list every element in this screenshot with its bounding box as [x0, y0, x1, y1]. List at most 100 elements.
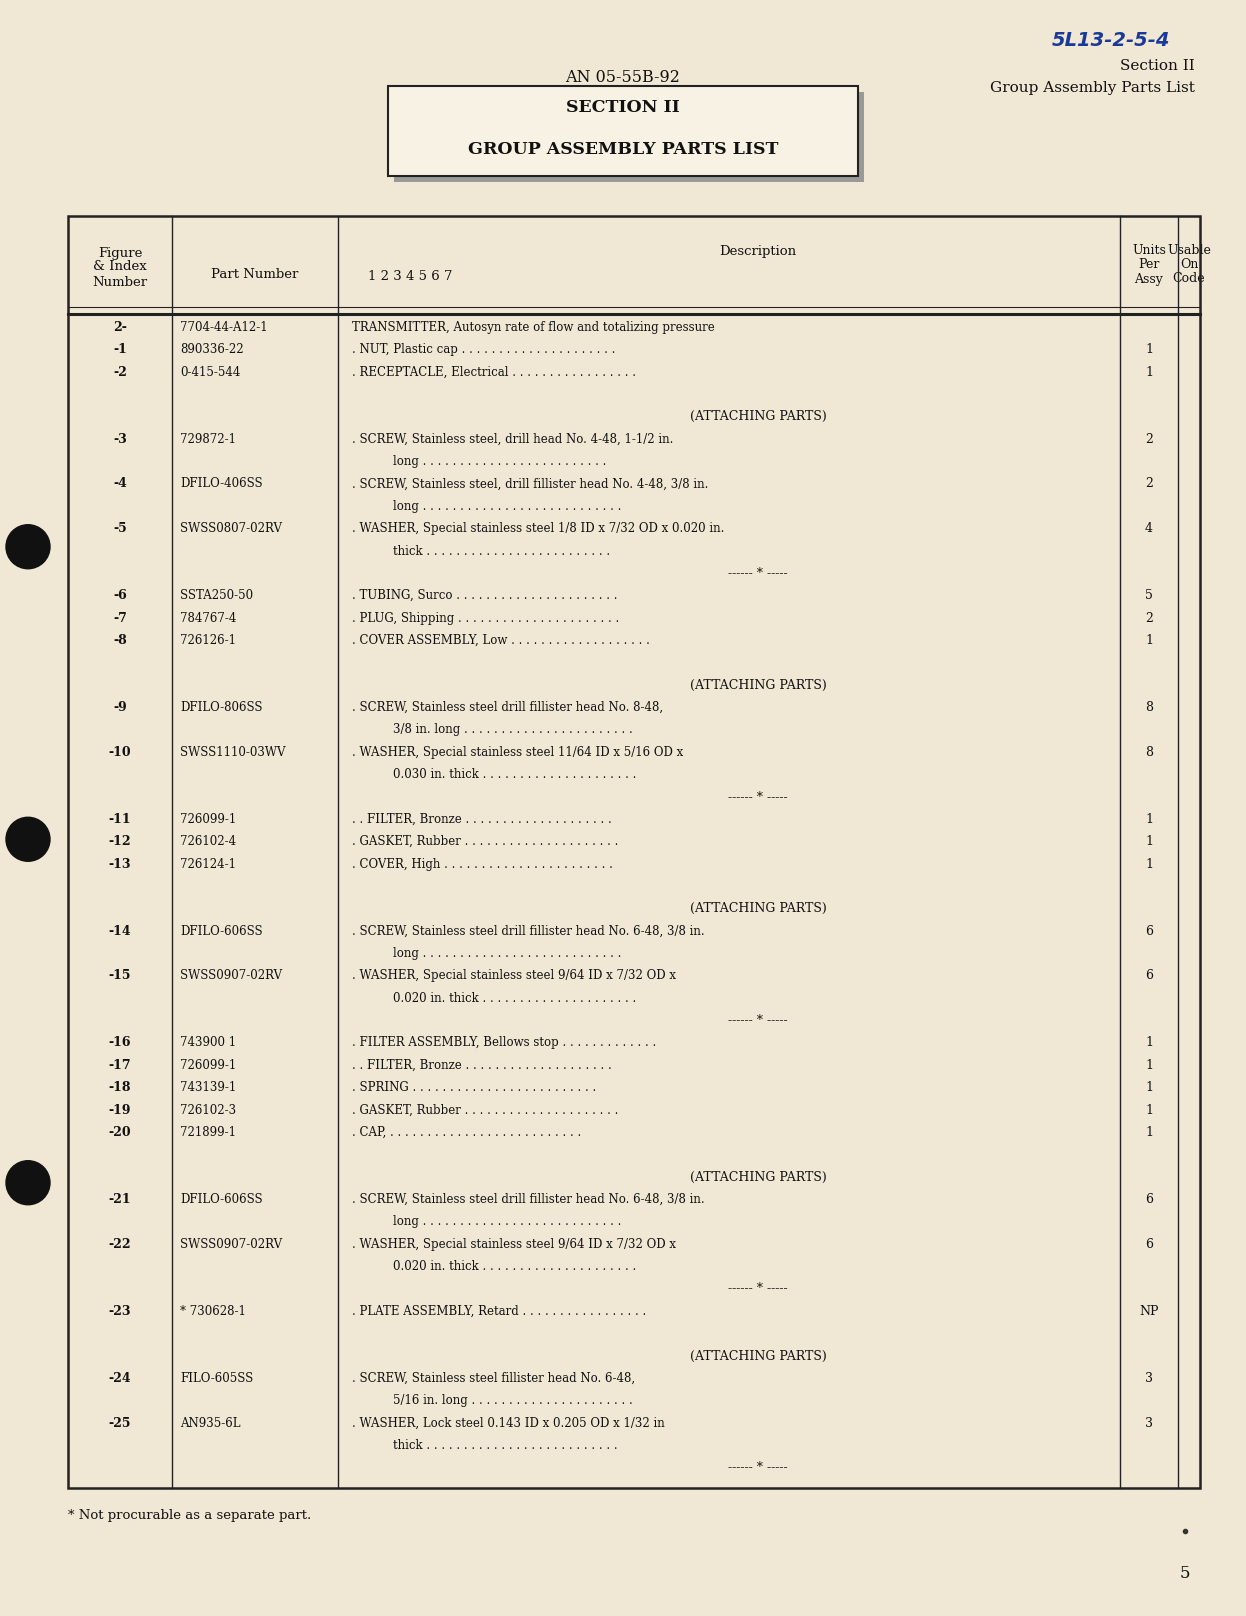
Text: DFILO-606SS: DFILO-606SS [179, 924, 263, 937]
Text: -21: -21 [108, 1193, 131, 1206]
Text: Figure: Figure [98, 247, 142, 260]
Text: -15: -15 [108, 970, 131, 983]
Text: 729872-1: 729872-1 [179, 433, 235, 446]
Text: Part Number: Part Number [212, 268, 299, 281]
Text: Description: Description [719, 244, 796, 257]
Text: long . . . . . . . . . . . . . . . . . . . . . . . . .: long . . . . . . . . . . . . . . . . . .… [392, 456, 607, 469]
Text: 1: 1 [1145, 1036, 1153, 1049]
Text: 726099-1: 726099-1 [179, 1058, 237, 1071]
Text: & Index: & Index [93, 260, 147, 273]
Text: 3: 3 [1145, 1417, 1153, 1430]
Text: . RECEPTACLE, Electrical . . . . . . . . . . . . . . . . .: . RECEPTACLE, Electrical . . . . . . . .… [353, 365, 635, 378]
Text: FILO-605SS: FILO-605SS [179, 1372, 253, 1385]
Text: . COVER, High . . . . . . . . . . . . . . . . . . . . . . .: . COVER, High . . . . . . . . . . . . . … [353, 858, 613, 871]
Text: On: On [1180, 259, 1199, 271]
Text: 1: 1 [1145, 1126, 1153, 1139]
Text: -10: -10 [108, 747, 131, 760]
Text: -16: -16 [108, 1036, 131, 1049]
Text: . COVER ASSEMBLY, Low . . . . . . . . . . . . . . . . . . .: . COVER ASSEMBLY, Low . . . . . . . . . … [353, 633, 650, 646]
Circle shape [6, 1160, 50, 1204]
Text: -24: -24 [108, 1372, 131, 1385]
Text: . SCREW, Stainless steel drill fillister head No. 8-48,: . SCREW, Stainless steel drill fillister… [353, 701, 663, 714]
Text: . CAP, . . . . . . . . . . . . . . . . . . . . . . . . . .: . CAP, . . . . . . . . . . . . . . . . .… [353, 1126, 581, 1139]
Text: . SCREW, Stainless steel drill fillister head No. 6-48, 3/8 in.: . SCREW, Stainless steel drill fillister… [353, 1193, 705, 1206]
Text: -7: -7 [113, 611, 127, 625]
Text: . SCREW, Stainless steel drill fillister head No. 6-48, 3/8 in.: . SCREW, Stainless steel drill fillister… [353, 924, 705, 937]
Text: 784767-4: 784767-4 [179, 611, 237, 625]
Text: SWSS0807-02RV: SWSS0807-02RV [179, 522, 282, 535]
Text: ------ * -----: ------ * ----- [728, 1015, 787, 1028]
Text: 0-415-544: 0-415-544 [179, 365, 240, 378]
Text: (ATTACHING PARTS): (ATTACHING PARTS) [689, 1170, 826, 1183]
Text: Assy: Assy [1135, 273, 1164, 286]
Text: Section II: Section II [1120, 60, 1195, 73]
Text: SWSS1110-03WV: SWSS1110-03WV [179, 747, 285, 760]
Text: 726126-1: 726126-1 [179, 633, 235, 646]
Text: . . FILTER, Bronze . . . . . . . . . . . . . . . . . . . .: . . FILTER, Bronze . . . . . . . . . . .… [353, 1058, 612, 1071]
Text: Per: Per [1139, 259, 1160, 271]
Text: thick . . . . . . . . . . . . . . . . . . . . . . . . .: thick . . . . . . . . . . . . . . . . . … [392, 545, 611, 558]
Text: SSTA250-50: SSTA250-50 [179, 590, 253, 603]
Bar [69, 217, 1200, 1488]
Text: 8: 8 [1145, 701, 1153, 714]
Text: . FILTER ASSEMBLY, Bellows stop . . . . . . . . . . . . .: . FILTER ASSEMBLY, Bellows stop . . . . … [353, 1036, 657, 1049]
Text: 1: 1 [1145, 365, 1153, 378]
Text: 1: 1 [1145, 813, 1153, 826]
Text: 1: 1 [1145, 858, 1153, 871]
Text: 5: 5 [1145, 590, 1153, 603]
Circle shape [6, 525, 50, 569]
Text: -22: -22 [108, 1238, 131, 1251]
Text: 721899-1: 721899-1 [179, 1126, 235, 1139]
Text: thick . . . . . . . . . . . . . . . . . . . . . . . . . .: thick . . . . . . . . . . . . . . . . . … [392, 1438, 618, 1453]
Bar [388, 86, 858, 176]
Text: . GASKET, Rubber . . . . . . . . . . . . . . . . . . . . .: . GASKET, Rubber . . . . . . . . . . . .… [353, 1104, 618, 1117]
Text: AN 05-55B-92: AN 05-55B-92 [566, 69, 680, 87]
Text: * Not procurable as a separate part.: * Not procurable as a separate part. [69, 1509, 312, 1522]
Text: -1: -1 [113, 343, 127, 356]
Text: . PLATE ASSEMBLY, Retard . . . . . . . . . . . . . . . . .: . PLATE ASSEMBLY, Retard . . . . . . . .… [353, 1304, 647, 1317]
Text: 0.020 in. thick . . . . . . . . . . . . . . . . . . . . .: 0.020 in. thick . . . . . . . . . . . . … [392, 992, 637, 1005]
Text: -23: -23 [108, 1304, 131, 1317]
Text: 3: 3 [1145, 1372, 1153, 1385]
Text: 1: 1 [1145, 1081, 1153, 1094]
Text: . PLUG, Shipping . . . . . . . . . . . . . . . . . . . . . .: . PLUG, Shipping . . . . . . . . . . . .… [353, 611, 619, 625]
Text: -14: -14 [108, 924, 131, 937]
Bar [394, 92, 863, 183]
Text: -12: -12 [108, 835, 131, 848]
Text: . SPRING . . . . . . . . . . . . . . . . . . . . . . . . .: . SPRING . . . . . . . . . . . . . . . .… [353, 1081, 597, 1094]
Text: . GASKET, Rubber . . . . . . . . . . . . . . . . . . . . .: . GASKET, Rubber . . . . . . . . . . . .… [353, 835, 618, 848]
Text: 1: 1 [1145, 835, 1153, 848]
Text: -25: -25 [108, 1417, 131, 1430]
Text: Group Assembly Parts List: Group Assembly Parts List [991, 81, 1195, 95]
Text: 6: 6 [1145, 1238, 1153, 1251]
Text: 743139-1: 743139-1 [179, 1081, 237, 1094]
Text: 726099-1: 726099-1 [179, 813, 237, 826]
Text: 7704-44-A12-1: 7704-44-A12-1 [179, 322, 268, 335]
Text: 1: 1 [1145, 1058, 1153, 1071]
Text: NP: NP [1139, 1304, 1159, 1317]
Text: . NUT, Plastic cap . . . . . . . . . . . . . . . . . . . . .: . NUT, Plastic cap . . . . . . . . . . .… [353, 343, 616, 356]
Text: -13: -13 [108, 858, 131, 871]
Text: . WASHER, Lock steel 0.143 ID x 0.205 OD x 1/32 in: . WASHER, Lock steel 0.143 ID x 0.205 OD… [353, 1417, 665, 1430]
Text: AN935-6L: AN935-6L [179, 1417, 240, 1430]
Text: . . FILTER, Bronze . . . . . . . . . . . . . . . . . . . .: . . FILTER, Bronze . . . . . . . . . . .… [353, 813, 612, 826]
Text: DFILO-806SS: DFILO-806SS [179, 701, 263, 714]
Text: (ATTACHING PARTS): (ATTACHING PARTS) [689, 902, 826, 915]
Text: -2: -2 [113, 365, 127, 378]
Text: 2: 2 [1145, 477, 1153, 490]
Text: Code: Code [1172, 273, 1205, 286]
Text: long . . . . . . . . . . . . . . . . . . . . . . . . . . .: long . . . . . . . . . . . . . . . . . .… [392, 499, 622, 512]
Text: . WASHER, Special stainless steel 11/64 ID x 5/16 OD x: . WASHER, Special stainless steel 11/64 … [353, 747, 683, 760]
Text: (ATTACHING PARTS): (ATTACHING PARTS) [689, 679, 826, 692]
Text: 726102-3: 726102-3 [179, 1104, 237, 1117]
Text: 2: 2 [1145, 611, 1153, 625]
Text: SECTION II: SECTION II [566, 100, 680, 116]
Text: ------ * -----: ------ * ----- [728, 1283, 787, 1296]
Text: . WASHER, Special stainless steel 9/64 ID x 7/32 OD x: . WASHER, Special stainless steel 9/64 I… [353, 1238, 677, 1251]
Text: 3/8 in. long . . . . . . . . . . . . . . . . . . . . . . .: 3/8 in. long . . . . . . . . . . . . . .… [392, 724, 633, 737]
Text: ------ * -----: ------ * ----- [728, 790, 787, 803]
Text: -9: -9 [113, 701, 127, 714]
Text: (ATTACHING PARTS): (ATTACHING PARTS) [689, 410, 826, 423]
Text: 1 2 3 4 5 6 7: 1 2 3 4 5 6 7 [368, 270, 452, 283]
Text: . SCREW, Stainless steel, drill fillister head No. 4-48, 3/8 in.: . SCREW, Stainless steel, drill filliste… [353, 477, 709, 490]
